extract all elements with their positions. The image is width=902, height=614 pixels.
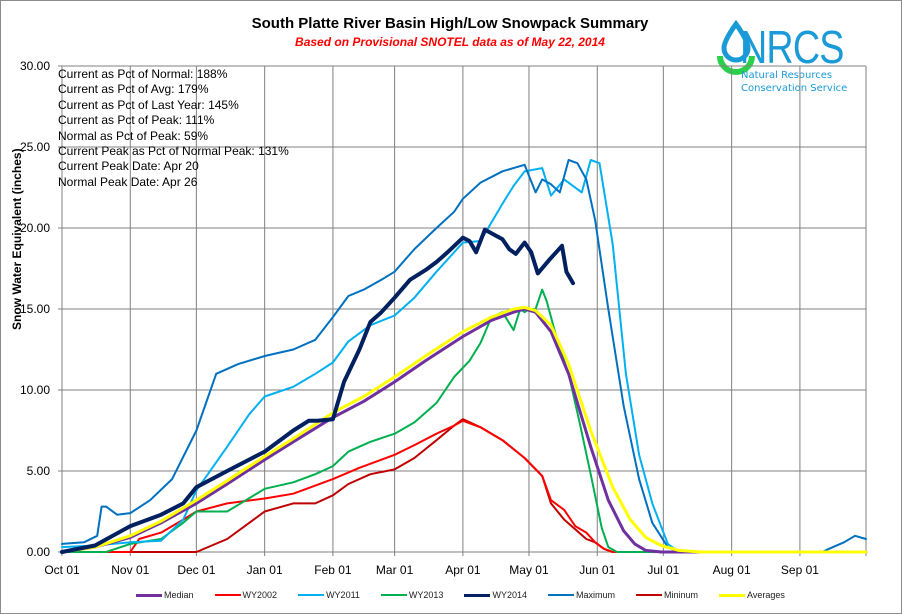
y-axis-label: Snow Water Equivalent (inches) <box>10 148 24 330</box>
legend-swatch <box>719 593 746 597</box>
legend-swatch <box>547 594 574 596</box>
y-tick-label: 20.00 <box>20 221 50 235</box>
stat-normal-peak-date: Normal Peak Date: Apr 26 <box>58 174 198 189</box>
legend-label: WY2013 <box>408 590 444 600</box>
stat-normal-pct-peak: Normal as Pct of Peak: 59% <box>58 128 209 143</box>
legend-swatch <box>636 594 662 596</box>
legend-label: WY2011 <box>326 590 360 600</box>
legend-swatch <box>136 593 162 597</box>
y-tick-label: 10.00 <box>20 383 50 397</box>
legend-label: Median <box>164 590 194 600</box>
legend-item-maximum: Maximum <box>547 590 615 600</box>
legend-label: Averages <box>747 590 785 600</box>
y-tick-label: 25.00 <box>20 140 50 154</box>
stat-current-pct-last-year: Current as Pct of Last Year: 145% <box>58 97 239 112</box>
x-tick-label: Nov 01 <box>111 563 149 577</box>
y-tick-label: 5.00 <box>27 464 51 478</box>
legend-item-median: Median <box>136 590 194 600</box>
stat-current-pct-normal: Current as Pct of Normal: 188% <box>58 67 228 81</box>
stat-current-peak-pct-normal-peak: Current Peak as Pct of Normal Peak: 131% <box>58 144 289 159</box>
nrcs-logo-drop-icon <box>717 20 755 75</box>
x-tick-label: Mar 01 <box>376 563 414 577</box>
series-line-averages <box>60 305 868 554</box>
logo-subtitle-line1: Natural Resources <box>741 70 833 81</box>
series-line-wy2013 <box>61 288 867 553</box>
y-tick-label: 30.00 <box>20 59 50 73</box>
y-tick-label: 15.00 <box>20 302 50 316</box>
stat-current-pct-peak: Current as Pct of Peak: 111% <box>58 113 215 128</box>
chart-title: South Platte River Basin High/Low Snowpa… <box>251 15 649 32</box>
x-tick-label: Dec 01 <box>177 563 215 577</box>
series-line-wy2011 <box>61 159 867 553</box>
legend-label: WY2002 <box>242 590 278 600</box>
legend-label: WY2014 <box>492 590 527 600</box>
series-line-wy2014 <box>60 227 575 554</box>
x-tick-label: Jun 01 <box>579 563 615 577</box>
chart-legend: Median WY2002 WY2011 WY2013 WY2014 Maxim… <box>136 590 806 600</box>
y-tick-label: 0.00 <box>27 545 51 559</box>
legend-item-minimum: Mininum <box>636 590 698 600</box>
legend-swatch <box>464 593 491 597</box>
series-line-mininum <box>61 418 867 553</box>
legend-item-wy2013: WY2013 <box>380 590 444 600</box>
stat-current-pct-avg: Current as Pct of Avg: 179% <box>58 82 209 97</box>
x-tick-label: Oct 01 <box>44 563 80 577</box>
x-tick-label: Feb 01 <box>314 563 352 577</box>
series-line-maximum <box>61 159 867 553</box>
legend-item-averages: Averages <box>719 590 785 600</box>
x-tick-label: Apr 01 <box>445 563 481 577</box>
x-tick-label: May 01 <box>509 563 549 577</box>
legend-item-wy2002: WY2002 <box>214 590 278 600</box>
legend-label: Maximum <box>575 590 615 600</box>
legend-label: Mininum <box>664 590 699 600</box>
nrcs-logo-text: NRCS <box>740 21 844 73</box>
series-line-wy2002 <box>61 419 867 553</box>
legend-swatch <box>298 594 325 596</box>
legend-swatch <box>214 594 241 596</box>
legend-swatch <box>380 594 407 596</box>
x-tick-label: Aug 01 <box>713 563 751 577</box>
chart-subtitle: Based on Provisional SNOTEL data as of M… <box>295 35 605 49</box>
x-tick-label: Sep 01 <box>781 563 819 577</box>
legend-item-wy2011: WY2011 <box>298 590 360 600</box>
stat-current-peak-date: Current Peak Date: Apr 20 <box>58 159 199 174</box>
legend-item-wy2014: WY2014 <box>464 590 527 600</box>
series-line-median <box>60 307 868 554</box>
stats-annotations: Current as Pct of Normal: 188% Current a… <box>58 67 289 190</box>
logo-subtitle-line2: Conservation Service <box>741 83 848 94</box>
x-tick-label: Jul 01 <box>647 563 679 577</box>
x-tick-label: Jan 01 <box>247 563 283 577</box>
